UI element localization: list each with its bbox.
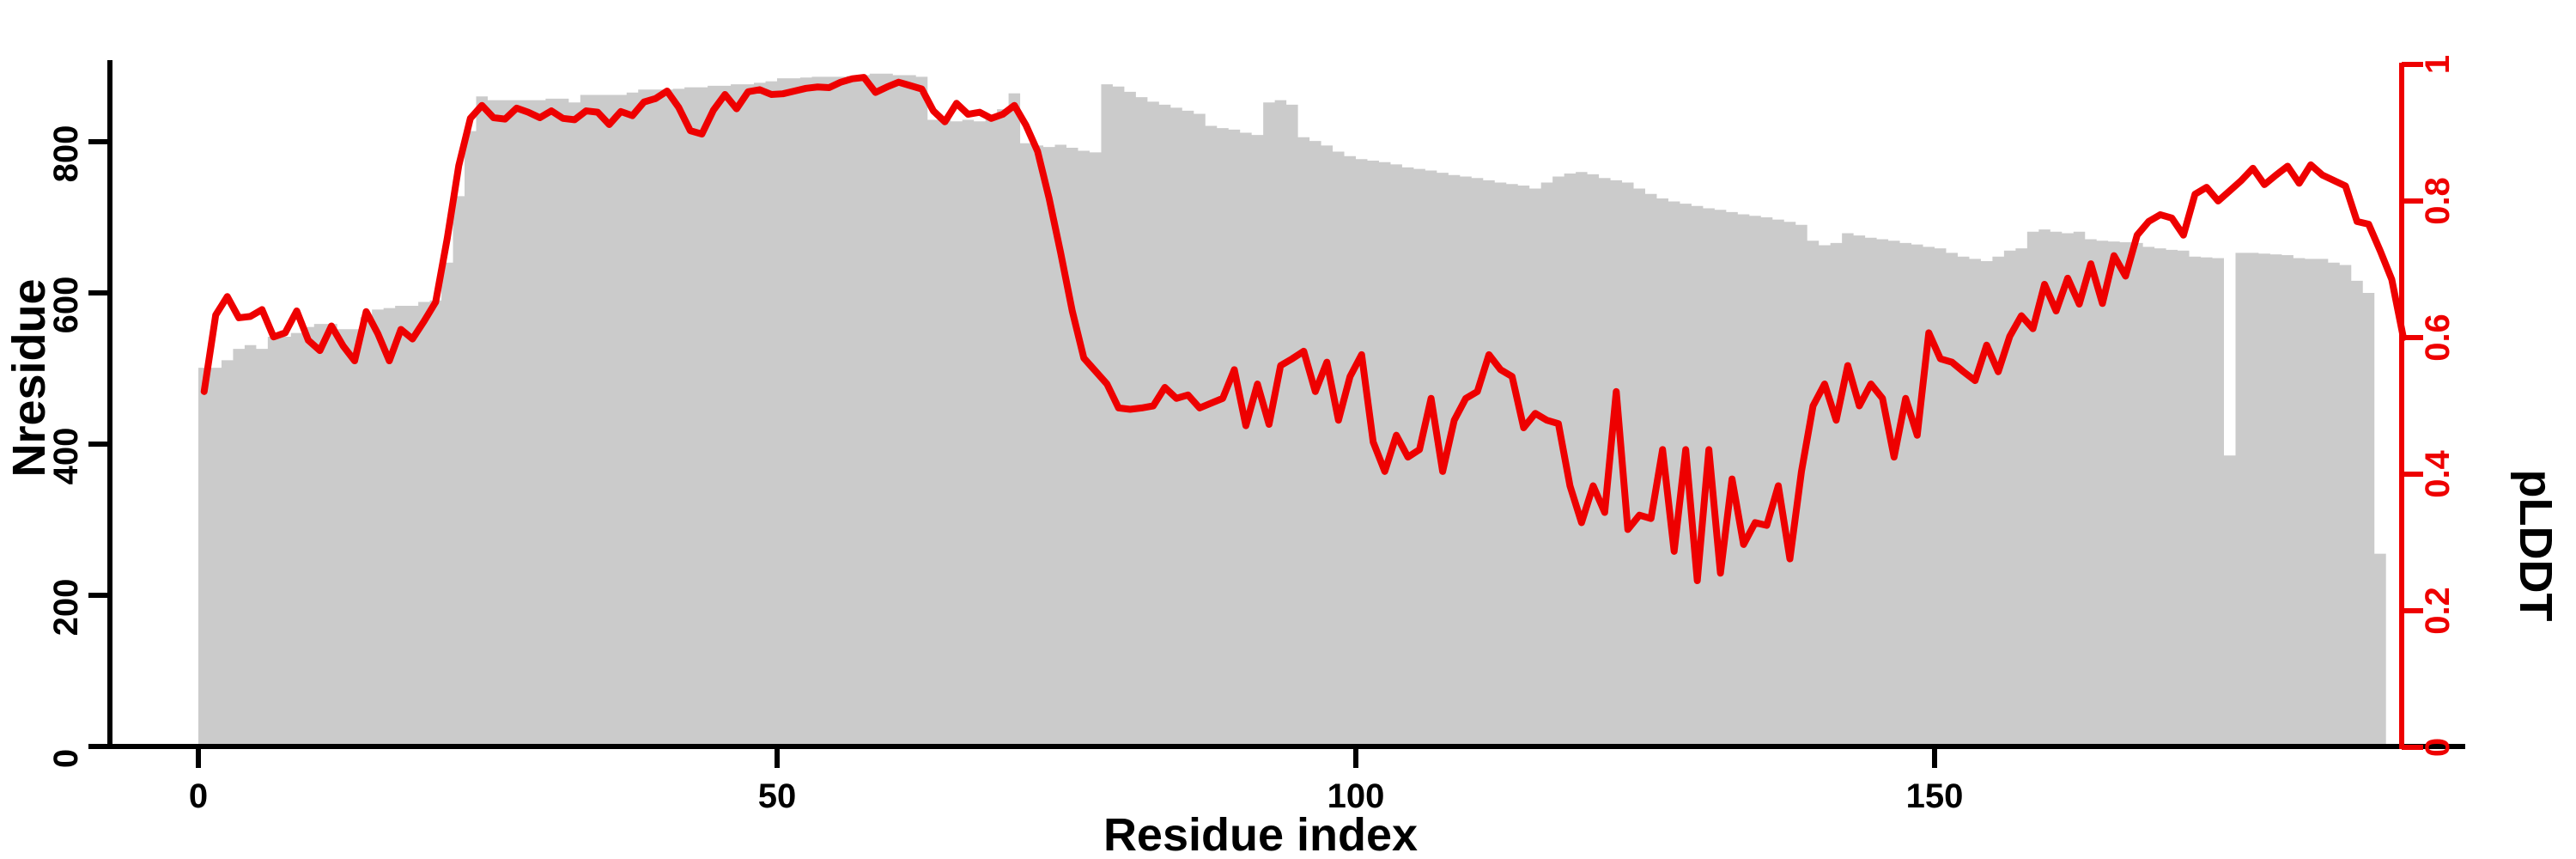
tick-label: 200: [47, 579, 85, 637]
tick-label: 0.8: [2419, 177, 2457, 225]
x-axis: 0 50 100 150: [107, 744, 2465, 815]
tick-label: 150: [1906, 777, 1964, 815]
tick-label: 600: [47, 277, 85, 334]
x-axis-title: Residue index: [1103, 809, 1418, 859]
tick-label: 0.2: [2419, 587, 2457, 635]
y-axis-right: 0 0.2 0.4 0.6 0.8 1: [2399, 55, 2457, 757]
y-axis-title-right: pLDDT: [2510, 470, 2561, 622]
plddt-line: [200, 74, 2407, 585]
tick-label: 50: [758, 777, 797, 815]
tick-label: 0: [189, 777, 208, 815]
tick-label: 800: [47, 125, 85, 183]
tick-label: 0.6: [2419, 314, 2457, 362]
y-axis-left: 0 200 400 600 800: [47, 60, 112, 768]
tick-label: 0: [2419, 738, 2457, 757]
tick-label: 400: [47, 428, 85, 485]
y-axis-title-left: Nresidue: [3, 278, 55, 477]
tick-label: 0: [47, 749, 85, 768]
tick-label: 100: [1327, 777, 1385, 815]
nresidue-bars: [198, 73, 2386, 747]
tick-label: 1: [2419, 55, 2457, 74]
tick-label: 0.4: [2419, 449, 2457, 497]
